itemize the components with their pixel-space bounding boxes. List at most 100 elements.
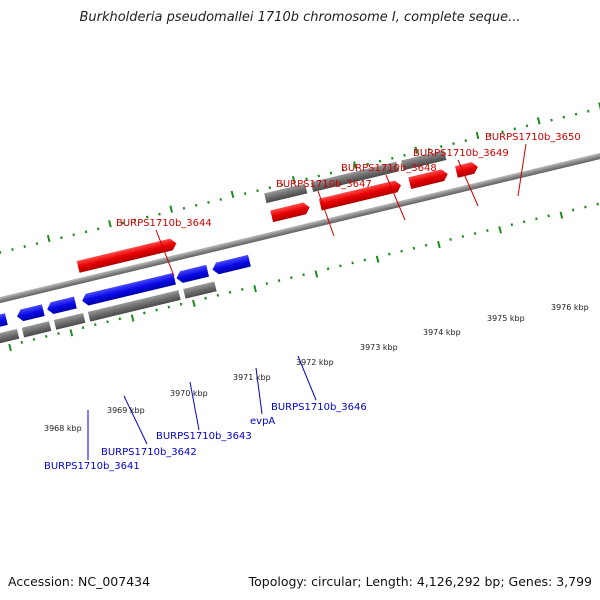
minor-tick [339,264,342,268]
minor-tick [366,162,370,166]
gene-label-text: BURPS1710b_3647 [276,179,372,190]
label-3643[interactable]: BURPS1710b_3643 [156,381,252,442]
minor-tick [106,320,109,324]
reverse-gene-3643[interactable] [81,272,176,307]
minor-tick [118,317,122,321]
minor-tick [145,215,149,219]
label-3642[interactable]: BURPS1710b_3642 [101,395,197,458]
forward-gene-3644[interactable] [76,237,178,273]
minor-tick [35,242,39,246]
major-tick [192,299,196,308]
minor-tick [513,127,517,131]
gene-label-text: BURPS1710b_3650 [485,132,581,143]
minor-tick [194,203,198,207]
minor-tick [550,118,553,122]
minor-tick [391,156,394,160]
feature-block [21,321,52,338]
gene-label-text: BURPS1710b_3644 [116,218,212,229]
minor-tick [32,337,36,341]
minor-tick [265,282,269,285]
major-tick [253,285,257,293]
major-tick [353,161,357,169]
label-3646[interactable]: BURPS1710b_3646 [271,355,367,413]
minor-tick [182,206,186,210]
minor-tick [363,258,367,262]
forward-gene-labels: BURPS1710b_3644 BURPS1710b_3647 BURPS171… [116,132,581,277]
minor-tick [489,133,492,137]
minor-tick [167,305,171,309]
label-3650[interactable]: BURPS1710b_3650 [485,132,581,197]
minor-tick [23,245,26,248]
minor-tick [20,340,24,344]
major-tick [69,329,74,337]
minor-tick [403,153,406,157]
major-tick [559,211,564,219]
forward-gene-3648[interactable] [318,179,403,211]
reverse-feature-track [0,281,217,353]
label-3648[interactable]: BURPS1710b_3648 [341,163,437,221]
major-tick [437,240,441,249]
forward-gene-3647[interactable] [270,201,311,223]
minor-tick [400,249,403,253]
feature-block [264,183,308,204]
major-tick [414,146,419,154]
minor-tick [57,332,60,335]
reverse-gene-3642[interactable] [16,304,45,322]
minor-tick [596,202,599,206]
minor-tick [81,326,85,330]
minor-tick [326,267,330,271]
gene-label-text: evpA [250,416,275,427]
minor-tick [388,252,391,256]
major-tick [108,220,112,228]
reverse-gene-track [0,254,251,337]
reverse-gene-evpA[interactable] [175,264,210,284]
minor-tick [216,293,220,297]
forward-gene-3649[interactable] [408,168,449,189]
gene-label-text: BURPS1710b_3642 [101,447,197,458]
accession-text: Accession: NC_007434 [8,574,151,589]
minor-tick [11,248,14,251]
major-tick [46,234,51,243]
minor-tick [133,218,137,222]
minor-tick [84,230,88,234]
tick-label: 3970 kbp [170,389,208,398]
minor-tick [45,335,48,338]
map-title: Burkholderia pseudomallei 1710b chromoso… [79,10,521,25]
label-3649[interactable]: BURPS1710b_3649 [413,148,509,207]
major-tick [230,190,235,198]
forward-gene-3650[interactable] [455,161,479,178]
minor-tick [574,112,578,116]
top-tick-row [0,102,600,254]
feature-block [401,150,447,171]
minor-tick [256,189,259,193]
minor-tick [452,142,455,146]
gene-label-text: BURPS1710b_3641 [44,461,140,472]
label-3647[interactable]: BURPS1710b_3647 [276,179,372,237]
minor-tick [317,174,321,178]
forward-gene-track [76,161,479,273]
minor-tick [351,261,354,265]
minor-tick [571,208,575,212]
gene-label-text: BURPS1710b_3648 [341,163,437,174]
major-tick [169,205,173,213]
major-tick [291,176,296,184]
minor-tick [94,323,97,327]
label-evpA[interactable]: evpA [250,367,275,427]
gene-label-text: BURPS1710b_3643 [156,431,252,442]
minor-tick [584,205,587,209]
ruler-labels: 3968 kbp 3969 kbp 3970 kbp 3971 kbp 3972… [44,303,589,433]
minor-tick [587,109,590,113]
reverse-gene-3646[interactable] [211,254,251,276]
minor-tick [243,192,247,196]
feature-block [183,281,217,299]
minor-tick [461,235,465,238]
minor-tick [204,296,207,300]
minor-tick [464,139,468,143]
minor-tick [277,279,281,283]
minor-tick [302,273,305,277]
minor-tick [427,148,431,151]
label-3644[interactable]: BURPS1710b_3644 [116,218,212,277]
reverse-gene-3643-a[interactable] [46,296,77,315]
label-3641[interactable]: BURPS1710b_3641 [44,410,140,472]
minor-tick [562,115,566,119]
